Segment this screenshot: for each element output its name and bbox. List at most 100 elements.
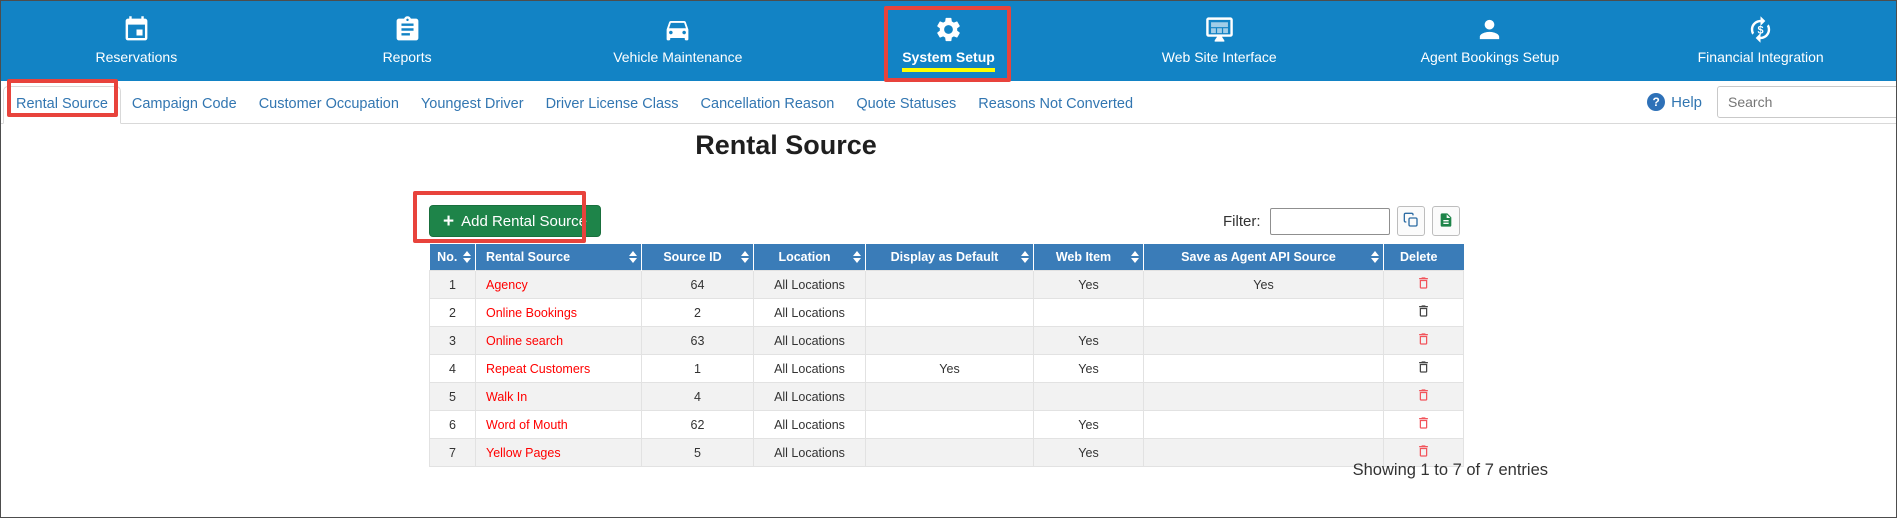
row-number-cell: 6	[429, 410, 476, 439]
location-cell: All Locations	[753, 270, 866, 299]
source-id-cell: 64	[641, 270, 754, 299]
nav-item-label: Web Site Interface	[1161, 48, 1277, 65]
table-row: 2 Online Bookings 2 All Locations	[429, 298, 1464, 327]
column-header-display-as-default[interactable]: Display as Default	[865, 244, 1034, 271]
web-item-cell: Yes	[1033, 410, 1144, 439]
sort-arrows-icon	[1021, 251, 1029, 263]
column-header-web-item[interactable]: Web Item	[1033, 244, 1144, 271]
sort-arrows-icon	[463, 251, 471, 263]
page-title: Rental Source	[695, 130, 877, 160]
rental-source-link[interactable]: Online Bookings	[486, 305, 578, 320]
delete-trash-icon[interactable]	[1416, 387, 1431, 403]
active-nav-underline	[96, 68, 178, 72]
display-as-default-cell	[865, 298, 1034, 327]
subnav-item-quote-statuses[interactable]: Quote Statuses	[856, 96, 957, 112]
table-row: 6 Word of Mouth 62 All Locations Yes	[429, 410, 1464, 439]
subnav-item-cancellation-reason[interactable]: Cancellation Reason	[700, 96, 835, 112]
sort-arrows-icon	[1131, 251, 1139, 263]
active-nav-underline	[383, 68, 432, 72]
car-icon	[663, 15, 692, 45]
table-row: 4 Repeat Customers 1 All Locations Yes Yes	[429, 354, 1464, 383]
delete-trash-icon[interactable]	[1416, 331, 1431, 347]
location-cell: All Locations	[753, 382, 866, 411]
sub-nav: Rental Source Campaign Code Customer Occup…	[1, 81, 1896, 124]
source-id-cell: 63	[641, 326, 754, 355]
nav-item-label: Vehicle Maintenance	[613, 48, 743, 65]
copy-button[interactable]	[1396, 206, 1425, 236]
subnav-item-driver-license-class[interactable]: Driver License Class	[545, 96, 679, 112]
agent-api-source-cell	[1143, 410, 1384, 439]
svg-text:$: $	[1758, 25, 1764, 37]
active-nav-underline	[902, 67, 995, 72]
row-number-cell: 1	[429, 270, 476, 299]
help-button[interactable]: ? Help	[1647, 93, 1702, 111]
nav-item-web-site-interface[interactable]: Web Site Interface	[1084, 1, 1355, 81]
nav-item-label: System Setup	[902, 48, 995, 65]
display-as-default-cell	[865, 270, 1034, 299]
financial-icon: $	[1746, 15, 1775, 45]
filter-input[interactable]	[1269, 207, 1390, 235]
help-label: Help	[1671, 93, 1702, 111]
agent-api-source-cell	[1143, 438, 1384, 467]
row-number-cell: 4	[429, 354, 476, 383]
nav-item-reports[interactable]: Reports	[272, 1, 543, 81]
column-header-no-[interactable]: No.	[429, 244, 476, 271]
rental-source-link[interactable]: Walk In	[486, 389, 528, 404]
delete-trash-icon[interactable]	[1416, 275, 1431, 291]
delete-cell	[1383, 326, 1464, 355]
web-item-cell: Yes	[1033, 438, 1144, 467]
delete-trash-icon[interactable]	[1416, 443, 1431, 459]
search-input[interactable]	[1717, 86, 1896, 118]
delete-trash-icon[interactable]	[1416, 303, 1431, 319]
delete-trash-icon[interactable]	[1416, 359, 1431, 375]
agent-api-source-cell	[1143, 354, 1384, 383]
sub-nav-right: ? Help	[1647, 81, 1896, 123]
column-header-source-id[interactable]: Source ID	[641, 244, 754, 271]
nav-item-system-setup[interactable]: System Setup	[813, 1, 1084, 81]
delete-cell	[1383, 410, 1464, 439]
active-nav-underline	[1421, 68, 1560, 72]
column-header-rental-source[interactable]: Rental Source	[475, 244, 642, 271]
source-id-cell: 62	[641, 410, 754, 439]
nav-item-reservations[interactable]: Reservations	[1, 1, 272, 81]
nav-item-financial-integration[interactable]: $ Financial Integration	[1625, 1, 1896, 81]
agent-api-source-cell	[1143, 298, 1384, 327]
subnav-item-youngest-driver[interactable]: Youngest Driver	[420, 96, 524, 112]
row-number-cell: 5	[429, 382, 476, 411]
rental-source-table: No. Rental Source Source ID Location Display…	[429, 244, 1464, 467]
rental-source-link[interactable]: Online search	[486, 333, 564, 348]
delete-trash-icon[interactable]	[1416, 415, 1431, 431]
rental-source-link[interactable]: Repeat Customers	[486, 361, 591, 376]
column-header-save-as-agent-api-source[interactable]: Save as Agent API Source	[1143, 244, 1384, 271]
table-body: 1 Agency 64 All Locations Yes Yes 2 Online Book…	[429, 270, 1464, 467]
source-id-cell: 1	[641, 354, 754, 383]
table-row: 7 Yellow Pages 5 All Locations Yes	[429, 438, 1464, 467]
nav-item-vehicle-maintenance[interactable]: Vehicle Maintenance	[542, 1, 813, 81]
rental-source-link[interactable]: Word of Mouth	[486, 417, 568, 432]
subnav-item-customer-occupation[interactable]: Customer Occupation	[258, 96, 399, 112]
monitor-icon	[1205, 15, 1234, 45]
subnav-item-campaign-code[interactable]: Campaign Code	[131, 96, 237, 112]
delete-cell	[1383, 354, 1464, 383]
top-nav: Reservations Reports Vehicle Maintenance Sy…	[1, 1, 1896, 81]
plus-icon: +	[443, 210, 455, 232]
web-item-cell: Yes	[1033, 270, 1144, 299]
display-as-default-cell	[865, 410, 1034, 439]
sort-arrows-icon	[629, 251, 637, 263]
location-cell: All Locations	[753, 438, 866, 467]
table-header-row: No. Rental Source Source ID Location Display…	[429, 244, 1464, 271]
add-rental-source-button[interactable]: + Add Rental Source	[429, 205, 602, 237]
subnav-item-rental-source[interactable]: Rental Source	[3, 86, 121, 124]
rental-source-link[interactable]: Yellow Pages	[486, 445, 561, 460]
export-excel-button[interactable]	[1431, 206, 1460, 236]
sort-arrows-icon	[1371, 251, 1379, 263]
rental-source-link[interactable]: Agency	[486, 277, 528, 292]
calendar-icon	[122, 15, 151, 45]
nav-item-label: Financial Integration	[1697, 48, 1824, 65]
web-item-cell: Yes	[1033, 326, 1144, 355]
nav-item-agent-bookings-setup[interactable]: Agent Bookings Setup	[1355, 1, 1626, 81]
subnav-item-reasons-not-converted[interactable]: Reasons Not Converted	[978, 96, 1134, 112]
agent-icon	[1475, 15, 1504, 45]
sort-arrows-icon	[741, 251, 749, 263]
column-header-location[interactable]: Location	[753, 244, 866, 271]
